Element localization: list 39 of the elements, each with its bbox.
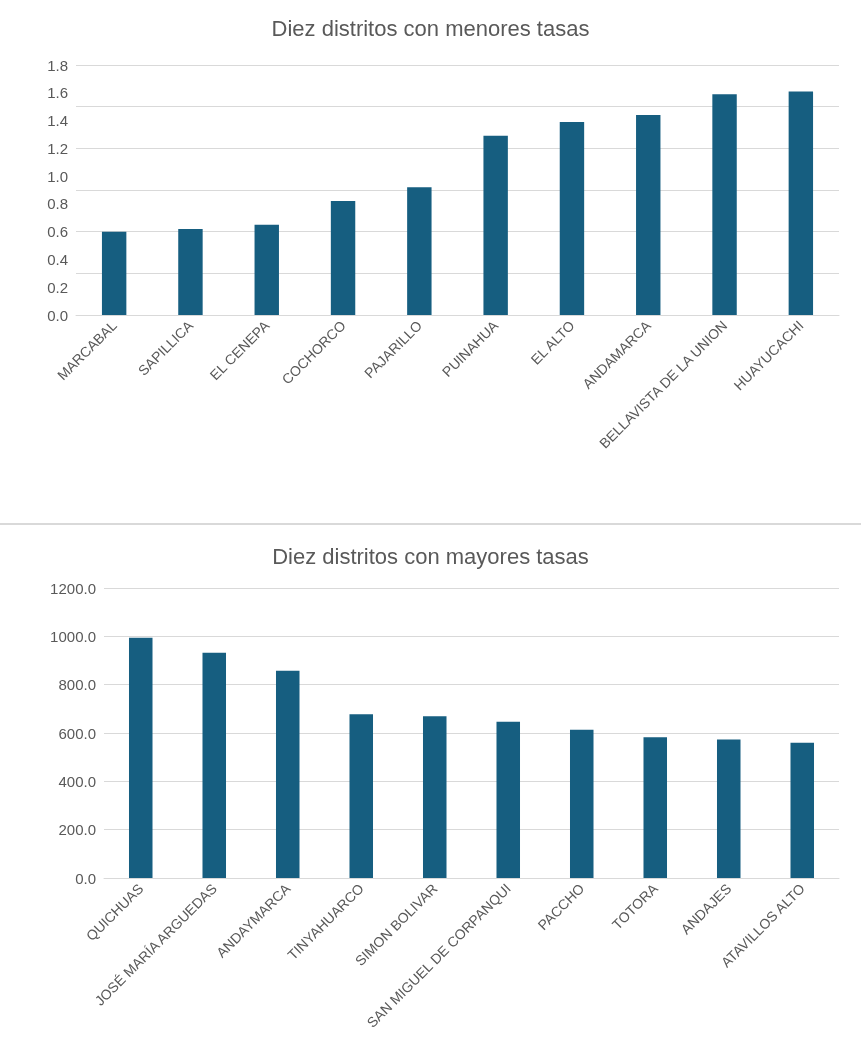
bar [330,201,356,315]
bar [254,224,279,315]
bar [101,231,127,315]
y-tick-label: 200.0 [58,821,96,839]
y-tick-label: 1.4 [47,112,68,130]
y-tick-label: 0.4 [47,250,68,268]
bar [275,670,300,878]
chart-title: Diez distritos con mayores tasas [272,543,589,569]
y-tick-label: 0.0 [75,869,96,887]
y-tick-label: 0.0 [47,306,68,324]
bar [569,729,594,878]
bar [712,94,737,315]
bar [178,228,203,315]
chart-title: Diez distritos con menores tasas [271,15,590,41]
y-tick-label: 0.8 [47,195,68,213]
y-tick-label: 1.2 [47,139,68,157]
bar [128,637,153,878]
bar [643,737,668,878]
y-tick-label: 1.8 [47,56,68,74]
y-tick-label: 400.0 [58,772,96,790]
y-tick-label: 1200.0 [50,579,96,597]
y-tick-label: 600.0 [58,724,96,742]
y-tick-label: 1000.0 [50,627,96,645]
bar [496,721,521,878]
bar [559,121,585,315]
y-tick-label: 1.0 [47,167,68,185]
y-tick-label: 1.6 [47,84,68,102]
y-tick-label: 800.0 [58,676,96,694]
bar [636,115,661,315]
y-tick-label: 0.6 [47,223,68,241]
bar [790,742,815,878]
bar [407,187,432,315]
bar [202,652,227,878]
bar [349,714,374,878]
bar [716,739,741,878]
y-tick-label: 0.2 [47,278,68,296]
bar [483,135,508,315]
bar [788,91,814,315]
bar [422,716,447,878]
